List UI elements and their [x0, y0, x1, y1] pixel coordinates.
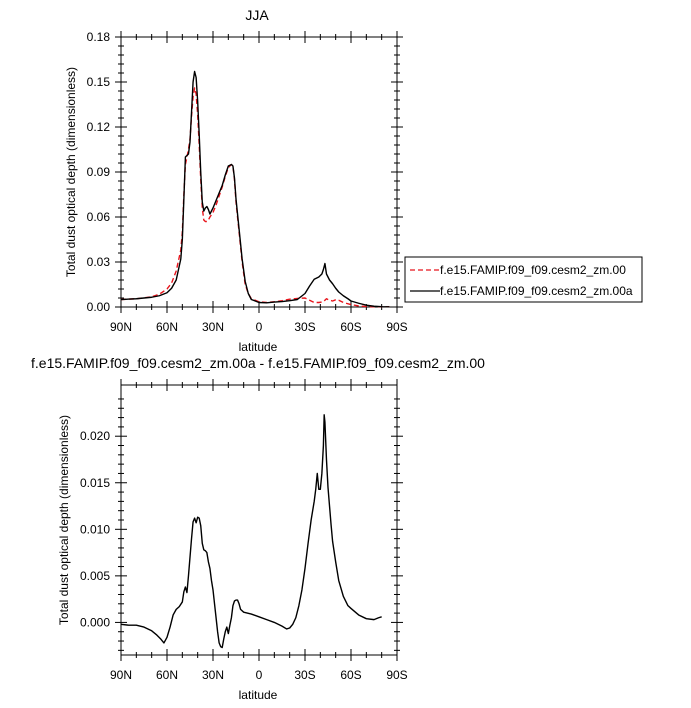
- y-tick-label: 0.03: [87, 255, 111, 269]
- series-line-difference: [120, 414, 382, 649]
- x-tick-label: 60S: [340, 668, 361, 682]
- y-tick-label: 0.00: [87, 300, 111, 314]
- series-line-cesm2_zm.00: [120, 87, 390, 308]
- bottom-x-axis-title: latitude: [239, 688, 278, 702]
- bottom-ticks: [115, 379, 403, 661]
- y-tick-label: 0.18: [87, 30, 111, 44]
- y-tick-label: 0.000: [80, 615, 110, 629]
- bottom-x-tick-labels: 90N 60N 30N 0 30S 60S 90S: [110, 668, 408, 682]
- x-tick-label: 90S: [386, 668, 407, 682]
- top-chart-title: JJA: [245, 7, 269, 23]
- y-tick-label: 0.015: [80, 476, 110, 490]
- legend-box: [404, 256, 643, 303]
- top-panel: JJA 0.00 0.03 0.06 0.09 0.12 0.15 0.18 9…: [64, 7, 643, 354]
- legend-label-cesm2_zm.00: f.e15.FAMIP.f09_f09.cesm2_zm.00: [440, 263, 626, 277]
- top-x-axis-title: latitude: [239, 340, 278, 354]
- y-tick-label: 0.09: [87, 165, 111, 179]
- x-tick-label: 30S: [294, 320, 315, 334]
- series-line-cesm2_zm.00a: [120, 70, 390, 308]
- top-y-axis-title: Total dust optical depth (dimensionless): [64, 67, 78, 277]
- x-tick-label: 0: [256, 668, 263, 682]
- x-tick-label: 30S: [294, 668, 315, 682]
- y-tick-label: 0.005: [80, 569, 110, 583]
- y-tick-label: 0.020: [80, 429, 110, 443]
- legend: f.e15.FAMIP.f09_f09.cesm2_zm.00 f.e15.FA…: [404, 256, 643, 303]
- legend-label-cesm2_zm.00a: f.e15.FAMIP.f09_f09.cesm2_zm.00a: [440, 284, 633, 298]
- bottom-panel: f.e15.FAMIP.f09_f09.cesm2_zm.00a - f.e15…: [31, 355, 485, 702]
- bottom-plot-frame: [120, 384, 398, 656]
- top-x-tick-labels: 90N 60N 30N 0 30S 60S 90S: [110, 320, 408, 334]
- x-tick-label: 30N: [202, 320, 224, 334]
- x-tick-label: 90N: [110, 668, 132, 682]
- bottom-series-group: [120, 414, 382, 649]
- x-tick-label: 30N: [202, 668, 224, 682]
- bottom-chart-title: f.e15.FAMIP.f09_f09.cesm2_zm.00a - f.e15…: [31, 355, 485, 371]
- y-tick-label: 0.15: [87, 75, 111, 89]
- x-tick-label: 90S: [386, 320, 407, 334]
- top-y-tick-labels: 0.00 0.03 0.06 0.09 0.12 0.15 0.18: [87, 30, 111, 314]
- x-tick-label: 60S: [340, 320, 361, 334]
- top-ticks: [115, 31, 403, 313]
- bottom-y-tick-labels: 0.000 0.005 0.010 0.015 0.020: [80, 429, 110, 629]
- y-tick-label: 0.12: [87, 120, 111, 134]
- top-plot-frame: [120, 36, 398, 308]
- bottom-y-axis-title: Total dust optical depth (dimensionless): [57, 415, 71, 625]
- x-tick-label: 0: [256, 320, 263, 334]
- y-tick-label: 0.06: [87, 210, 111, 224]
- y-tick-label: 0.010: [80, 522, 110, 536]
- x-tick-label: 90N: [110, 320, 132, 334]
- top-series-group: [120, 70, 390, 308]
- x-tick-label: 60N: [156, 320, 178, 334]
- x-tick-label: 60N: [156, 668, 178, 682]
